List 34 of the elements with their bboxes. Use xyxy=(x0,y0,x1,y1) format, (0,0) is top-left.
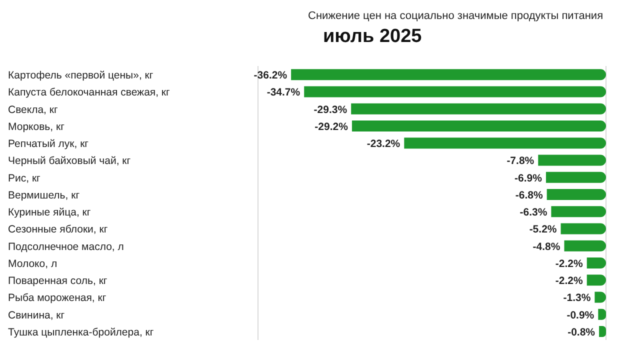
y-tick-label: Черный байховый чай, кг xyxy=(8,155,131,168)
y-tick-label: Куриные яйца, кг xyxy=(8,206,91,219)
data-label: -23.2% xyxy=(366,138,401,150)
data-label: -0.8% xyxy=(568,326,596,338)
data-label: -1.3% xyxy=(563,292,592,304)
y-tick-label: Подсолнечное масло, л xyxy=(8,240,124,253)
data-label: -7.8% xyxy=(506,155,535,168)
data-label: -29.2% xyxy=(314,120,349,133)
data-label: -36.2% xyxy=(254,70,288,82)
data-label: -0.9% xyxy=(566,309,595,322)
data-label: -34.7% xyxy=(266,86,301,99)
data-label: -2.2% xyxy=(555,275,584,288)
chart-title: Снижение цен на социально значимые продукты питания xyxy=(308,10,604,22)
y-tick-label: Картофель «первой цены», кг xyxy=(8,70,154,82)
y-tick-label: Свекла, кг xyxy=(8,104,58,116)
y-tick-label: Поваренная соль, кг xyxy=(8,275,108,288)
y-tick-label: Тушка цыпленка-бройлера, кг xyxy=(8,326,154,338)
data-label: -6.8% xyxy=(515,189,544,202)
data-label: -29.3% xyxy=(314,104,348,116)
y-tick-label: Вермишель, кг xyxy=(8,189,80,202)
y-tick-label: Свинина, кг xyxy=(8,309,65,322)
y-tick-label: Рис, кг xyxy=(8,172,41,184)
y-tick-label: Капуста белокочанная свежая, кг xyxy=(8,86,170,99)
y-tick-label: Морковь, кг xyxy=(8,120,65,133)
data-label: -2.2% xyxy=(555,258,584,270)
chart-subtitle: июль 2025 xyxy=(323,26,422,48)
data-label: -5.2% xyxy=(529,224,558,236)
y-tick-label: Молоко, л xyxy=(8,258,58,270)
y-tick-label: Рыба мороженая, кг xyxy=(8,292,106,304)
y-tick-label: Сезонные яблоки, кг xyxy=(8,224,108,236)
data-label: -6.9% xyxy=(514,172,543,184)
data-label: -4.8% xyxy=(532,240,561,253)
data-label: -6.3% xyxy=(520,206,548,219)
y-tick-label: Репчатый лук, кг xyxy=(8,138,89,150)
